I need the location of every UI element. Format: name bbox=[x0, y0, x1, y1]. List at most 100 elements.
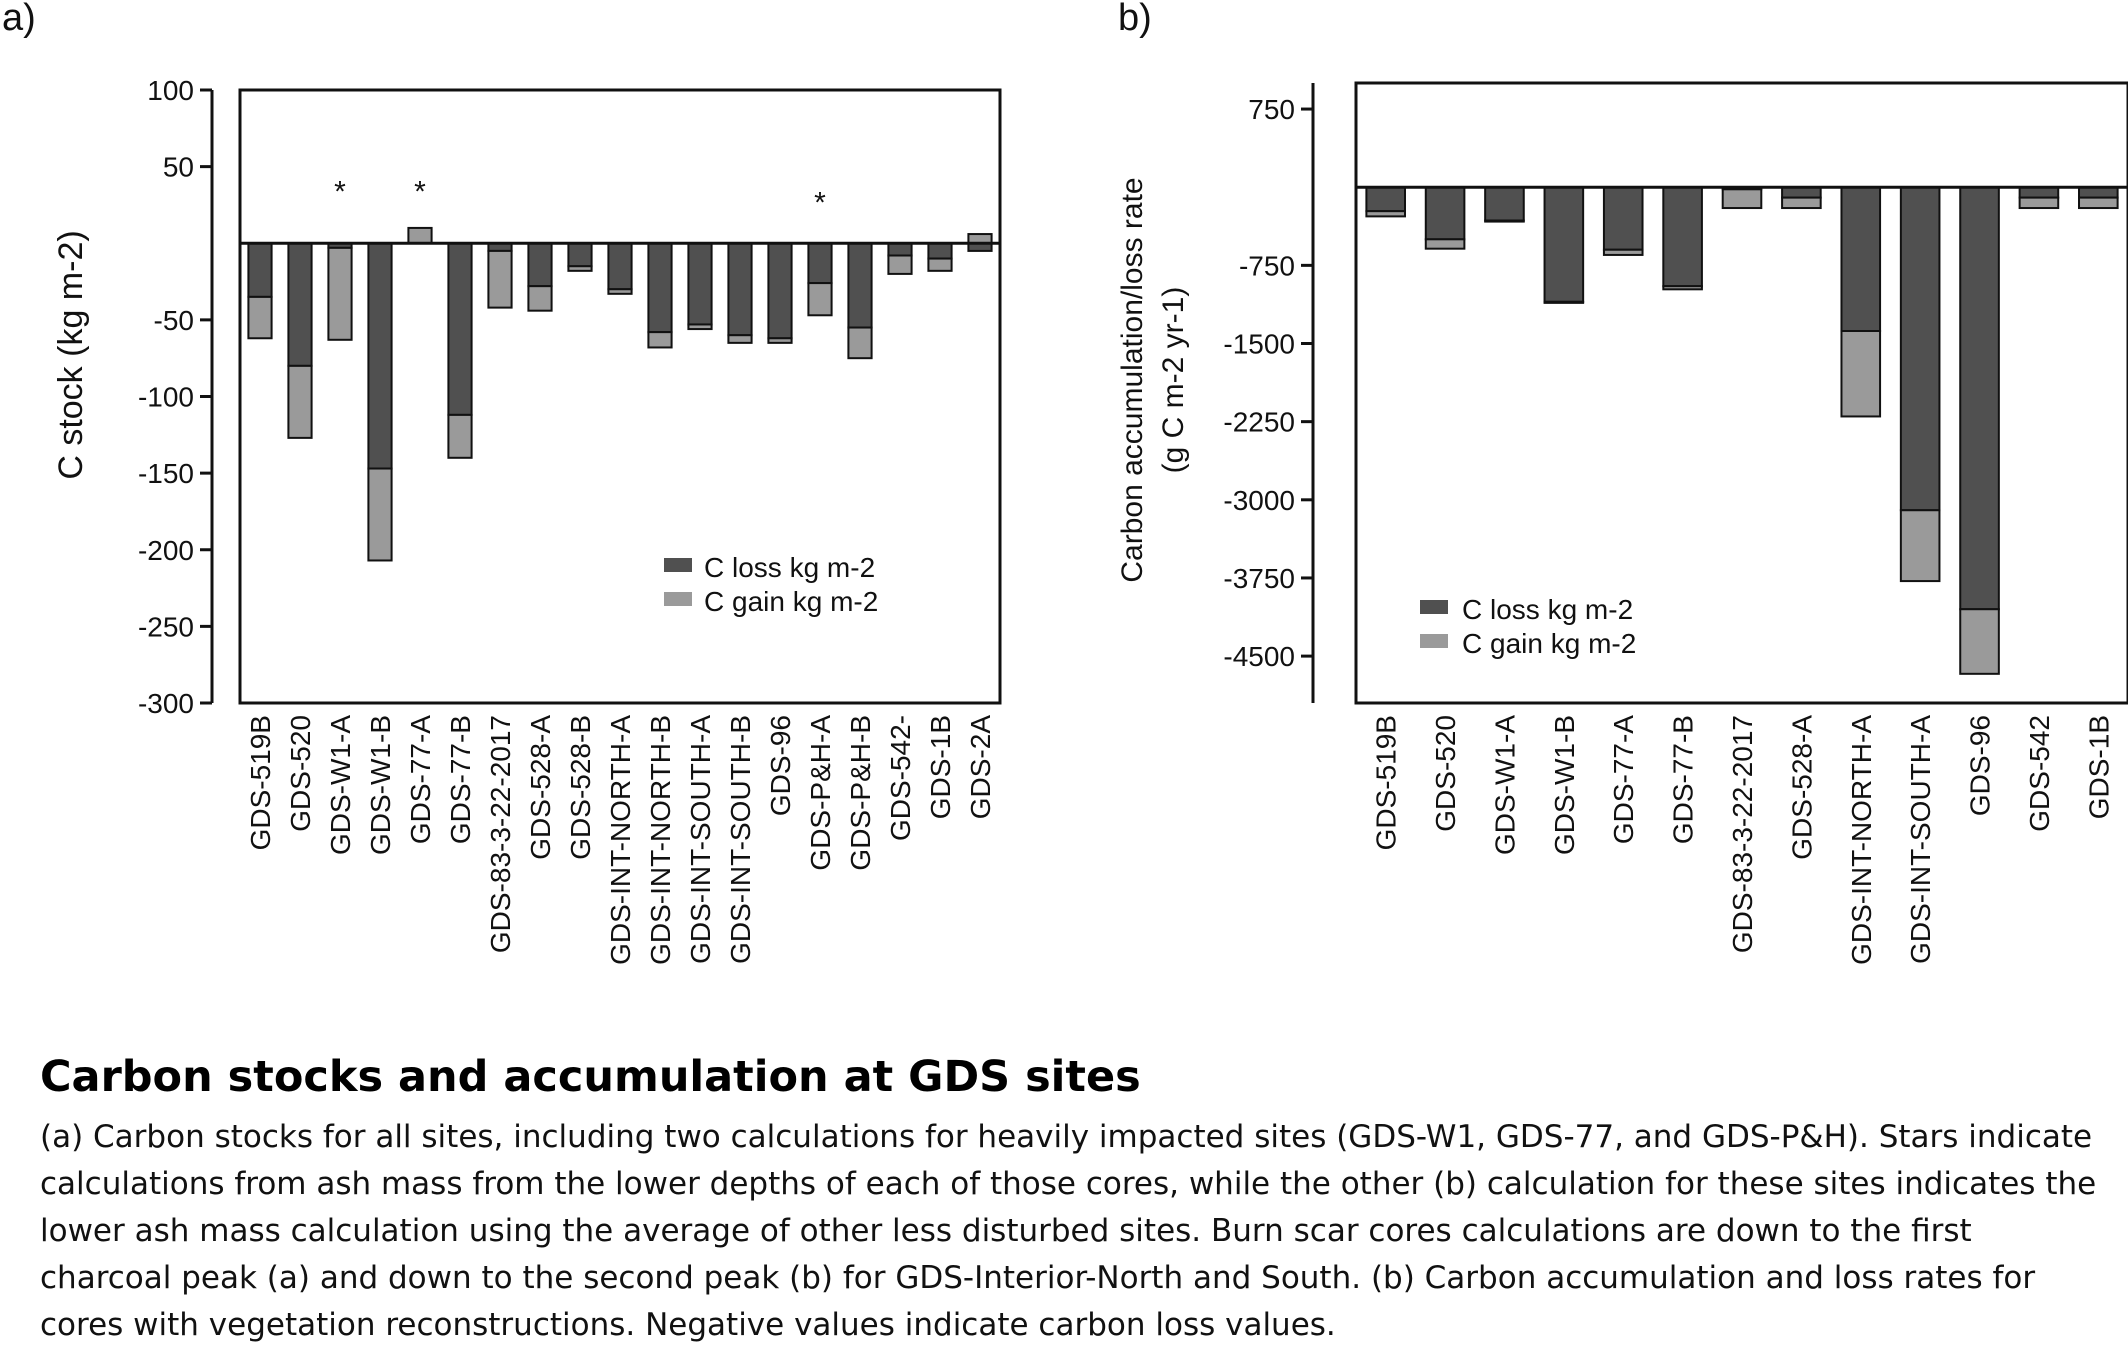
legend-swatch-gain-b bbox=[1420, 634, 1448, 648]
bar-gain bbox=[487, 249, 513, 309]
y-axis-b: 750 -750 -1500 -2250 -3000 -3750 -4500 bbox=[1223, 83, 1315, 703]
bar-gain bbox=[327, 246, 353, 341]
bar-loss bbox=[607, 242, 633, 291]
bar-loss bbox=[687, 242, 713, 326]
bar-loss bbox=[647, 242, 673, 334]
bar-gain bbox=[567, 265, 593, 272]
legend-label-loss-b: C loss kg m-2 bbox=[1462, 594, 1633, 625]
figure-canvas: a) C stock (kg m-2) 100 50 -50 -100 -150 -200… bbox=[2, 0, 2128, 965]
x-tick-labels-b: GDS-519B GDS-520 GDS-W1-A GDS-W1-B GDS-77-A G… bbox=[1371, 715, 2115, 965]
x-tick-label: GDS-528-B bbox=[565, 715, 596, 860]
bar-loss bbox=[1543, 186, 1585, 303]
bar-loss bbox=[767, 242, 793, 340]
x-tick-label: GDS-P&H-A bbox=[805, 715, 836, 871]
y-axis-a: 100 50 -50 -100 -150 -200 -250 -300 bbox=[138, 75, 214, 719]
bar-loss bbox=[807, 242, 833, 285]
y-tick-label: -2250 bbox=[1223, 407, 1295, 438]
y-tick-label: -3000 bbox=[1223, 485, 1295, 516]
bar-loss bbox=[567, 242, 593, 268]
legend-label-gain-b: C gain kg m-2 bbox=[1462, 628, 1636, 659]
y-tick-label: 750 bbox=[1248, 94, 1295, 125]
bar-loss bbox=[447, 242, 473, 416]
x-tick-label: GDS-77-A bbox=[1608, 715, 1639, 844]
y-tick-label: -250 bbox=[138, 611, 194, 642]
bar-loss bbox=[1602, 186, 1644, 251]
x-tick-label: GDS-INT-SOUTH-A bbox=[685, 715, 716, 964]
bar-gain bbox=[1959, 608, 2000, 675]
x-tick-label: GDS-542- bbox=[885, 715, 916, 841]
chart-panel-a: a) C stock (kg m-2) 100 50 -50 -100 -150 -200… bbox=[2, 0, 1002, 965]
bar-gain bbox=[1424, 238, 1466, 250]
bar-loss bbox=[1424, 186, 1466, 241]
bar-loss bbox=[1899, 186, 1941, 512]
bar-loss bbox=[727, 242, 753, 337]
bar-loss bbox=[1781, 186, 1822, 199]
x-tick-label: GDS-528-A bbox=[525, 715, 556, 860]
significance-star: * bbox=[814, 186, 826, 219]
x-tick-label: GDS-528-A bbox=[1786, 715, 1817, 860]
bar-loss bbox=[1840, 186, 1882, 332]
bar-gain bbox=[807, 282, 833, 317]
bar-gain bbox=[1662, 285, 1703, 291]
legend-swatch-loss-a bbox=[664, 558, 692, 572]
legend-label-loss-a: C loss kg m-2 bbox=[704, 552, 875, 583]
bar-loss bbox=[1959, 186, 2000, 611]
bar-gain bbox=[287, 364, 313, 439]
x-tick-label: GDS-519B bbox=[1371, 715, 1402, 850]
bar-gain bbox=[2078, 196, 2119, 210]
bar-loss bbox=[2078, 186, 2119, 199]
x-tick-label: GDS-83-3-22-2017 bbox=[485, 715, 516, 953]
y-tick-label: -200 bbox=[138, 535, 194, 566]
bar-gain bbox=[1840, 330, 1882, 418]
y-tick-label: -750 bbox=[1239, 250, 1295, 281]
x-tick-label: GDS-96 bbox=[1965, 715, 1996, 816]
x-tick-label: GDS-1B bbox=[925, 715, 956, 819]
y-tick-label: -300 bbox=[138, 688, 194, 719]
bar-gain bbox=[847, 326, 873, 360]
y-tick-label: -1500 bbox=[1223, 329, 1295, 360]
bar-gain bbox=[527, 285, 553, 312]
bar-loss bbox=[2018, 186, 2060, 199]
x-tick-labels-a: GDS-519B GDS-520 GDS-W1-A GDS-W1-B GDS-77-A G… bbox=[245, 715, 996, 965]
x-tick-label: GDS-520 bbox=[285, 715, 316, 832]
x-tick-label: GDS-83-3-22-2017 bbox=[1727, 715, 1758, 953]
x-tick-label: GDS-96 bbox=[765, 715, 796, 816]
y-axis-label-b: Carbon accumulation/loss rate bbox=[1116, 177, 1149, 582]
bar-gain bbox=[1484, 219, 1525, 223]
bar-gain bbox=[247, 295, 273, 340]
x-tick-label: GDS-W1-A bbox=[1489, 715, 1520, 855]
bar-gain bbox=[1899, 509, 1941, 583]
significance-star: * bbox=[334, 176, 346, 209]
x-tick-label: GDS-77-B bbox=[1668, 715, 1699, 844]
legend-b: C loss kg m-2 C gain kg m-2 bbox=[1420, 594, 1636, 659]
bar-loss bbox=[1662, 186, 1703, 288]
x-tick-label: GDS-P&H-B bbox=[845, 715, 876, 871]
bar-gain bbox=[1543, 300, 1585, 304]
bar-loss bbox=[1365, 186, 1406, 213]
bar-gain bbox=[727, 334, 753, 344]
bar-gain bbox=[1721, 188, 1763, 210]
plot-frame-a bbox=[238, 88, 1002, 705]
bar-gain bbox=[2018, 196, 2060, 210]
bar-gain bbox=[687, 323, 713, 331]
bar-gain bbox=[767, 337, 793, 344]
bar-gain bbox=[887, 254, 913, 275]
legend-label-gain-a: C gain kg m-2 bbox=[704, 586, 878, 617]
x-tick-label: GDS-77-A bbox=[405, 715, 436, 844]
bar-loss bbox=[847, 242, 873, 329]
x-tick-label: GDS-INT-NORTH-A bbox=[1846, 715, 1877, 965]
bar-gain bbox=[407, 226, 433, 245]
figure-caption: Carbon stocks and accumulation at GDS si… bbox=[40, 1052, 2100, 1349]
annotations-a: * * * bbox=[334, 176, 826, 220]
bar-gain bbox=[647, 331, 673, 349]
x-tick-label: GDS-INT-NORTH-B bbox=[645, 715, 676, 965]
x-tick-label: GDS-W1-B bbox=[365, 715, 396, 855]
x-tick-label: GDS-W1-A bbox=[325, 715, 356, 855]
y-tick-label: -3750 bbox=[1223, 563, 1295, 594]
x-tick-label: GDS-2A bbox=[965, 715, 996, 820]
bars-a bbox=[247, 226, 993, 562]
chart-panel-b: b) Carbon accumulation/loss rate (g C m-… bbox=[1116, 0, 2128, 965]
x-tick-label: GDS-W1-B bbox=[1549, 715, 1580, 855]
y-tick-label: -4500 bbox=[1223, 641, 1295, 672]
panel-label-b: b) bbox=[1118, 0, 1152, 39]
